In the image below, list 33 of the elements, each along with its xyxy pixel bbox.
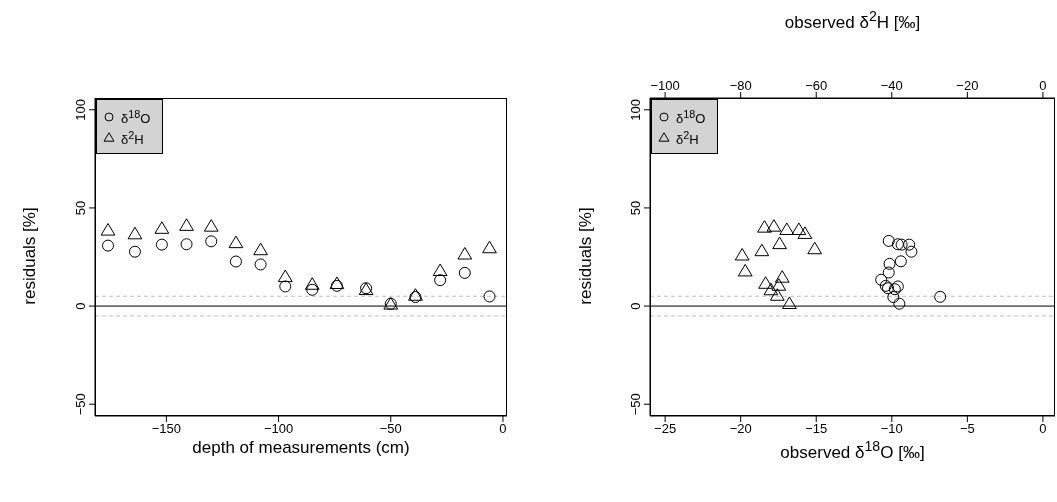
x-tick-label: −100: [263, 421, 294, 437]
x2-tick-label: −100: [650, 78, 680, 93]
y-tick-label: 0: [628, 302, 643, 310]
legend-label: δ$^{2}$H: [121, 128, 144, 149]
x-axis-title: observed δ$^{18}$O [‰]: [779, 438, 926, 463]
x2-axis-title: observed δ$^{2}$H [‰]: [783, 8, 922, 33]
x-tick-label: −150: [151, 421, 182, 437]
x-tick-label: 0: [499, 421, 507, 437]
x2-tick-label: −80: [729, 78, 752, 93]
y-axis-title: residuals [%]: [20, 206, 40, 307]
x2-tick-label: 0: [1039, 78, 1047, 93]
y-tick-label: 100: [628, 98, 643, 121]
y-tick-label: 50: [628, 200, 643, 216]
x-tick-label: −10: [880, 421, 903, 437]
x-axis-title: depth of measurements (cm): [191, 438, 411, 458]
x2-tick-label: −60: [805, 78, 828, 93]
y-axis-title: residuals [%]: [576, 206, 596, 307]
y-tick-label: −50: [628, 393, 643, 416]
y-tick-label: −50: [73, 393, 88, 416]
y-tick-label: 100: [73, 98, 88, 121]
x2-tick-label: −20: [956, 78, 979, 93]
y-tick-label: 0: [73, 302, 88, 310]
legend-label: δ$^{18}$O: [121, 107, 151, 128]
legend-label: δ$^{2}$H: [676, 128, 699, 149]
legend-label: δ$^{18}$O: [676, 107, 706, 128]
x-tick-label: −50: [379, 421, 402, 437]
x-tick-label: −20: [729, 421, 752, 437]
x2-tick-label: −40: [880, 78, 903, 93]
y-tick-label: 50: [73, 200, 88, 216]
x-tick-label: 0: [1039, 421, 1047, 437]
x-tick-label: −5: [959, 421, 975, 437]
x-tick-label: −25: [654, 421, 677, 437]
x-tick-label: −15: [805, 421, 828, 437]
